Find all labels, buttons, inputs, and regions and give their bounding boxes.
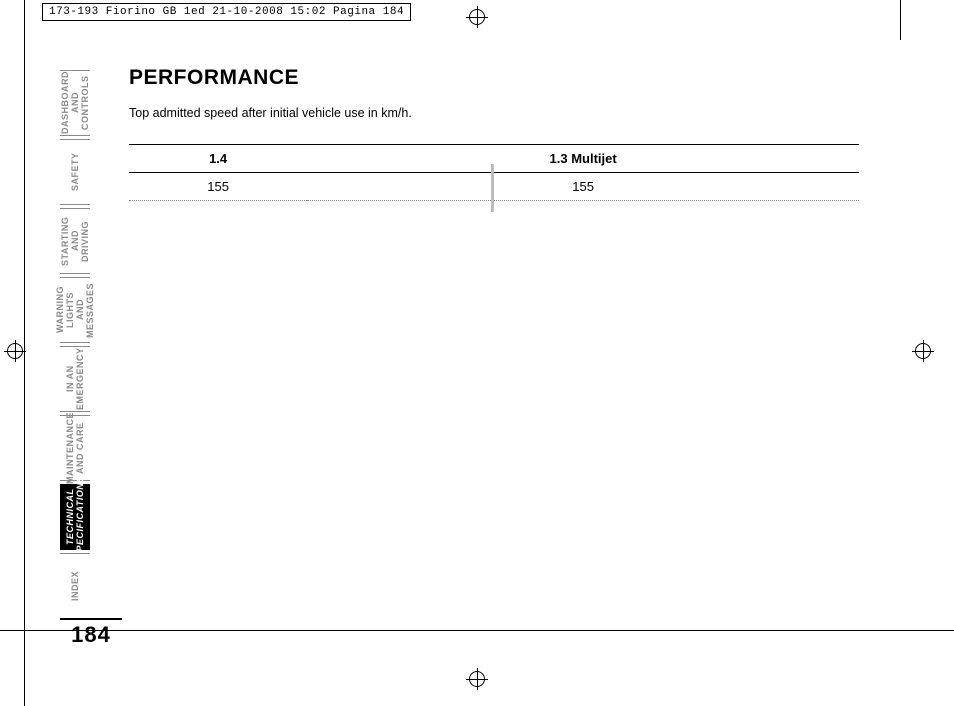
imposition-header: 173-193 Fiorino GB 1ed 21-10-2008 15:02 … <box>42 3 411 21</box>
side-tab-label: INDEX <box>70 571 80 601</box>
registration-mark-left <box>4 340 26 362</box>
side-tab-label: MAINTENANCE AND CARE <box>65 412 85 484</box>
side-tab-3[interactable]: WARNING LIGHTS AND MESSAGES <box>60 277 90 343</box>
page-number: 184 <box>60 618 122 648</box>
registration-mark-right <box>912 340 934 362</box>
side-tab-label: TECHNICAL SPECIFICATIONS <box>65 476 85 558</box>
table-header-row: 1.4 1.3 Multijet <box>129 145 859 173</box>
side-tab-6[interactable]: TECHNICAL SPECIFICATIONS <box>60 484 90 550</box>
table-cell: 155 <box>307 173 859 201</box>
page-heading: PERFORMANCE <box>129 66 879 90</box>
side-tab-label: WARNING LIGHTS AND MESSAGES <box>55 282 95 338</box>
performance-table: 1.4 1.3 Multijet 155 155 <box>129 144 859 201</box>
content-area: PERFORMANCE Top admitted speed after ini… <box>129 66 879 201</box>
side-tab-label: DASHBOARD AND CONTROLS <box>60 72 90 135</box>
crop-line-bottom <box>0 630 954 631</box>
side-tab-label: STARTING AND DRIVING <box>60 213 90 269</box>
crop-line-right <box>900 0 901 40</box>
side-tab-label: IN AN EMERGENCY <box>65 348 85 411</box>
side-tab-0[interactable]: DASHBOARD AND CONTROLS <box>60 70 90 136</box>
table-col-header: 1.3 Multijet <box>307 145 859 173</box>
side-tab-4[interactable]: IN AN EMERGENCY <box>60 346 90 412</box>
table-col-header: 1.4 <box>129 145 307 173</box>
table-cell: 155 <box>129 173 307 201</box>
side-tab-2[interactable]: STARTING AND DRIVING <box>60 208 90 274</box>
table-column-separator <box>491 164 494 212</box>
table-row: 155 155 <box>129 173 859 201</box>
registration-mark-bottom <box>466 668 488 690</box>
side-tab-1[interactable]: SAFETY <box>60 139 90 205</box>
side-tab-7[interactable]: INDEX <box>60 553 90 619</box>
side-tab-label: SAFETY <box>70 153 80 192</box>
page-body: DASHBOARD AND CONTROLS SAFETY STARTING AND… <box>25 18 900 630</box>
page-subtext: Top admitted speed after initial vehicle… <box>129 106 879 120</box>
side-tab-5[interactable]: MAINTENANCE AND CARE <box>60 415 90 481</box>
side-tabs: DASHBOARD AND CONTROLS SAFETY STARTING AND… <box>60 70 90 622</box>
